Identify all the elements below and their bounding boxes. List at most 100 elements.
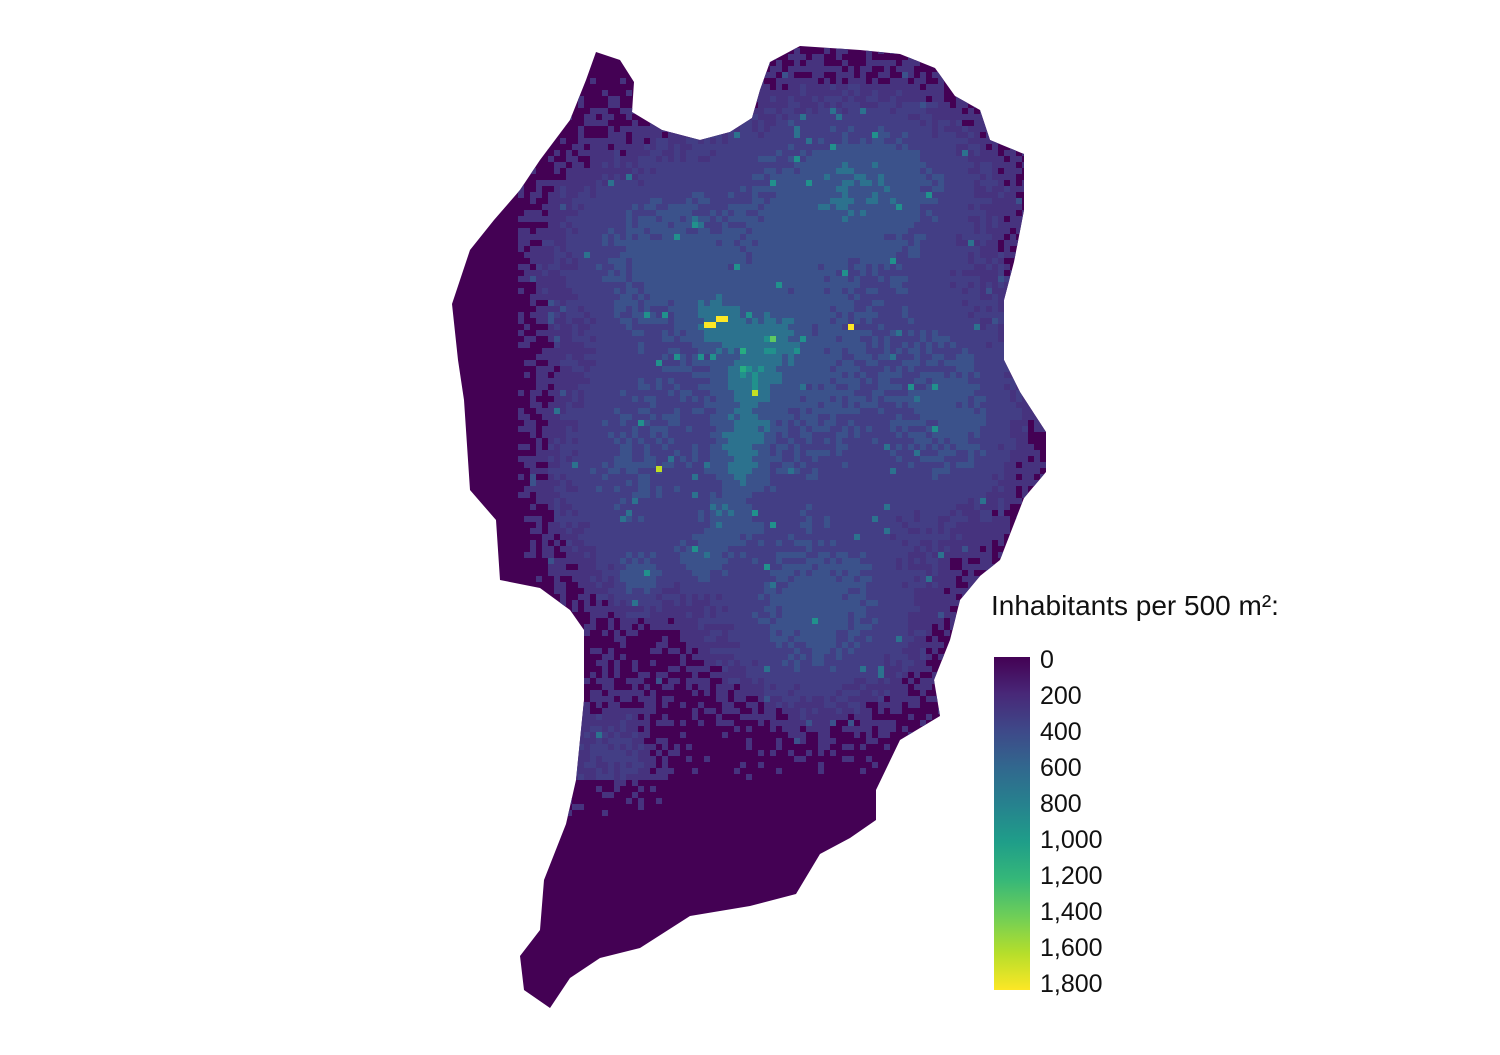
density-cell: [686, 246, 692, 252]
density-cell: [884, 210, 890, 216]
density-cell: [866, 414, 872, 420]
density-cell: [902, 66, 908, 72]
density-cell: [620, 156, 626, 162]
density-cell: [872, 114, 878, 120]
density-cell: [1016, 114, 1022, 120]
density-cell: [692, 222, 698, 228]
density-cell: [782, 150, 788, 156]
density-cell: [572, 198, 578, 204]
density-cell: [782, 432, 788, 438]
density-cell: [794, 192, 800, 198]
density-cell: [944, 216, 950, 222]
density-cell: [776, 66, 782, 72]
density-cell: [974, 252, 980, 258]
density-cell: [830, 426, 836, 432]
density-cell: [872, 156, 878, 162]
density-cell: [932, 432, 938, 438]
density-cell: [554, 264, 560, 270]
density-cell: [674, 252, 680, 258]
density-cell: [950, 336, 956, 342]
density-cell: [956, 144, 962, 150]
density-cell: [716, 396, 722, 402]
density-cell: [626, 444, 632, 450]
density-cell: [674, 378, 680, 384]
density-cell: [680, 156, 686, 162]
density-cell: [920, 174, 926, 180]
density-cell: [926, 264, 932, 270]
density-cell: [956, 408, 962, 414]
density-cell: [680, 288, 686, 294]
density-cell: [746, 276, 752, 282]
density-cell: [824, 366, 830, 372]
density-cell: [890, 420, 896, 426]
density-cell: [722, 378, 728, 384]
density-cell: [728, 450, 734, 456]
density-cell: [920, 78, 926, 84]
density-cell: [824, 150, 830, 156]
density-cell: [908, 108, 914, 114]
density-cell: [680, 144, 686, 150]
density-cell: [944, 396, 950, 402]
density-cell: [794, 222, 800, 228]
density-cell: [956, 438, 962, 444]
density-cell: [914, 204, 920, 210]
density-cell: [644, 438, 650, 444]
density-cell: [686, 192, 692, 198]
density-cell: [896, 180, 902, 186]
density-cell: [938, 114, 944, 120]
density-cell: [968, 228, 974, 234]
density-cell: [590, 186, 596, 192]
density-cell: [692, 348, 698, 354]
density-cell: [614, 324, 620, 330]
density-cell: [788, 360, 794, 366]
density-cell: [854, 228, 860, 234]
density-cell: [632, 186, 638, 192]
density-cell: [806, 258, 812, 264]
density-cell: [722, 252, 728, 258]
density-cell: [686, 354, 692, 360]
density-cell: [620, 234, 626, 240]
density-cell: [758, 66, 764, 72]
density-cell: [668, 288, 674, 294]
density-cell: [950, 378, 956, 384]
density-cell: [596, 330, 602, 336]
density-cell: [878, 210, 884, 216]
density-cell: [728, 396, 734, 402]
density-cell: [536, 372, 542, 378]
density-cell: [968, 444, 974, 450]
density-cell: [632, 54, 638, 60]
density-cell: [986, 330, 992, 336]
density-cell: [578, 222, 584, 228]
density-cell: [920, 228, 926, 234]
density-cell: [1034, 294, 1040, 300]
density-cell: [1010, 390, 1016, 396]
density-cell: [764, 240, 770, 246]
density-cell: [1010, 174, 1016, 180]
density-cell: [812, 54, 818, 60]
density-cell: [554, 276, 560, 282]
density-cell: [944, 444, 950, 450]
density-cell: [710, 192, 716, 198]
density-cell: [782, 78, 788, 84]
density-cell: [806, 66, 812, 72]
density-cell: [902, 90, 908, 96]
density-cell: [632, 360, 638, 366]
density-cell: [980, 222, 986, 228]
density-cell: [902, 144, 908, 150]
density-cell: [866, 234, 872, 240]
density-cell: [944, 60, 950, 66]
density-cell: [704, 252, 710, 258]
density-cell: [746, 174, 752, 180]
density-cell: [902, 288, 908, 294]
density-cell: [1034, 312, 1040, 318]
density-cell: [590, 114, 596, 120]
density-cell: [584, 378, 590, 384]
density-cell: [884, 378, 890, 384]
density-cell: [914, 252, 920, 258]
density-cell: [620, 228, 626, 234]
density-cell: [548, 180, 554, 186]
density-cell: [752, 120, 758, 126]
density-cell: [962, 186, 968, 192]
density-cell: [734, 162, 740, 168]
density-cell: [584, 114, 590, 120]
